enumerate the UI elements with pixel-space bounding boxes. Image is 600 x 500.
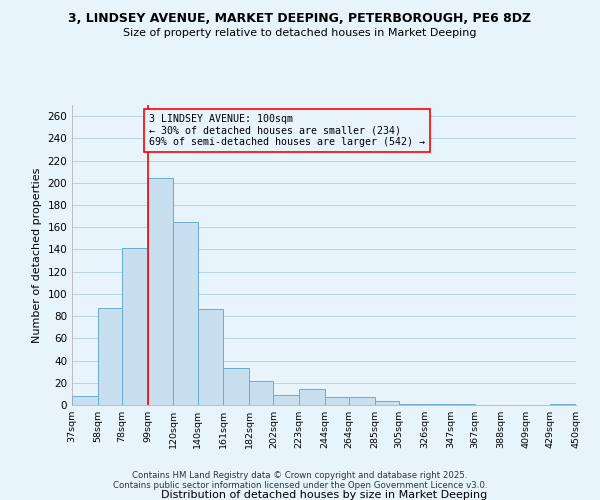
Bar — [550, 404, 576, 405]
Bar — [197, 310, 223, 405]
Bar — [399, 404, 425, 405]
Text: 3, LINDSEY AVENUE, MARKET DEEPING, PETERBOROUGH, PE6 8DZ: 3, LINDSEY AVENUE, MARKET DEEPING, PETER… — [68, 12, 532, 26]
Bar — [148, 178, 173, 405]
Text: Size of property relative to detached houses in Market Deeping: Size of property relative to detached ho… — [123, 28, 477, 38]
Bar — [299, 390, 325, 405]
Bar — [122, 248, 148, 405]
Bar — [98, 308, 122, 405]
X-axis label: Distribution of detached houses by size in Market Deeping: Distribution of detached houses by size … — [161, 490, 487, 500]
Text: 3 LINDSEY AVENUE: 100sqm
← 30% of detached houses are smaller (234)
69% of semi-: 3 LINDSEY AVENUE: 100sqm ← 30% of detach… — [149, 114, 425, 147]
Bar — [374, 400, 399, 405]
Y-axis label: Number of detached properties: Number of detached properties — [32, 168, 42, 342]
Text: Contains HM Land Registry data © Crown copyright and database right 2025.
Contai: Contains HM Land Registry data © Crown c… — [113, 470, 487, 490]
Bar — [425, 404, 451, 405]
Bar — [349, 397, 374, 405]
Bar — [72, 396, 98, 405]
Bar — [274, 395, 299, 405]
Bar — [223, 368, 249, 405]
Bar — [249, 380, 274, 405]
Bar — [325, 397, 349, 405]
Bar — [451, 404, 475, 405]
Bar — [173, 222, 197, 405]
